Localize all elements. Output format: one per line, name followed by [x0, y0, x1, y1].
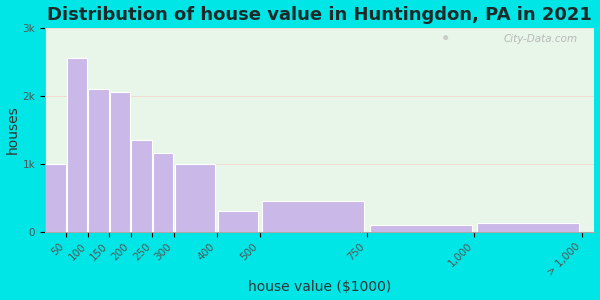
Bar — [262, 201, 364, 232]
Bar — [67, 58, 87, 232]
Text: City-Data.com: City-Data.com — [504, 34, 578, 44]
X-axis label: house value ($1000): house value ($1000) — [248, 280, 391, 294]
Bar — [152, 154, 173, 232]
Bar — [46, 164, 66, 232]
Bar — [477, 223, 579, 232]
Bar — [110, 92, 130, 232]
Bar — [218, 211, 259, 232]
Y-axis label: houses: houses — [5, 105, 20, 154]
Bar — [175, 164, 215, 232]
Bar — [370, 225, 472, 232]
Bar — [88, 89, 109, 232]
Bar — [131, 140, 152, 232]
Title: Distribution of house value in Huntingdon, PA in 2021: Distribution of house value in Huntingdo… — [47, 6, 592, 24]
Text: ⚫: ⚫ — [440, 34, 450, 44]
